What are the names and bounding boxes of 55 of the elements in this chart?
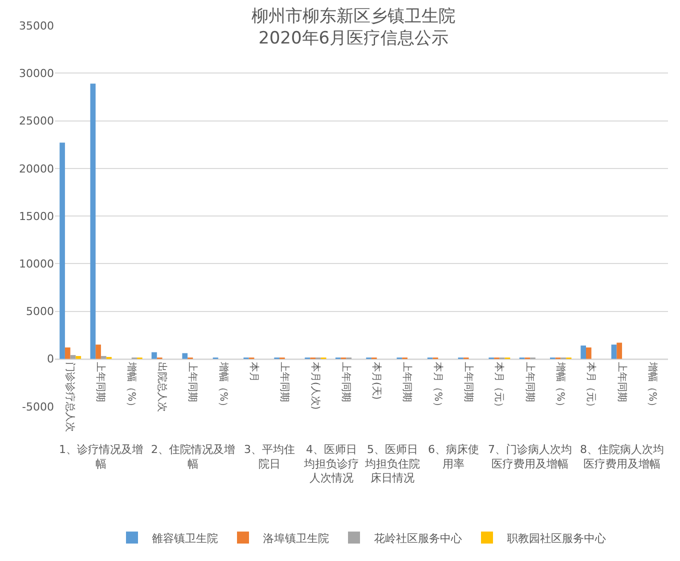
text: 4、医师日均担负诊疗人次情况 — [303, 443, 359, 485]
legend-label: 洛埠镇卫生院 — [263, 532, 329, 545]
bar — [152, 352, 157, 359]
bar — [100, 356, 106, 359]
x-tick-label: 增幅（%） — [217, 360, 230, 412]
bar — [580, 346, 586, 359]
y-tick-label: 0 — [47, 352, 54, 366]
legend-label: 职教园社区服务中心 — [507, 532, 606, 545]
text: 1、诊疗情况及增幅 — [59, 443, 143, 470]
bar — [60, 142, 65, 359]
legend-label: 雒容镇卫生院 — [152, 532, 218, 545]
x-tick-label: 上年同期 — [401, 362, 414, 402]
bar — [70, 355, 76, 359]
x-tick-label: 上年同期 — [524, 362, 536, 402]
x-tick-label: 增幅（%） — [125, 360, 138, 412]
x-tick-label: 上年同期 — [616, 362, 628, 402]
x-tick-label: 本月（元） — [585, 362, 598, 412]
text: 6、病床使用率 — [428, 443, 479, 470]
bar — [76, 356, 82, 359]
x-tick-label: 增幅（%） — [554, 360, 566, 412]
legend-label: 花岭社区服务中心 — [374, 532, 462, 545]
x-tick-label: 本月(人次) — [309, 362, 322, 410]
x-tick-label: 增幅（%） — [646, 360, 658, 412]
x-tick-label: 上年同期 — [186, 362, 199, 402]
text: 8、住院病人次均医疗费用及增幅 — [580, 443, 664, 470]
x-tick-label: 上年同期 — [278, 362, 291, 402]
chart-title: 柳州市柳东新区乡镇卫生院 2020年6月医疗信息公示 — [252, 6, 456, 48]
bar — [64, 347, 70, 359]
y-tick-label: -5000 — [22, 400, 54, 414]
text: 5、医师日均担负住院床日情况 — [364, 443, 420, 485]
y-tick-label: 35000 — [19, 19, 54, 32]
x-tick-label: 本月（%） — [432, 362, 444, 412]
text: 3、平均住院日 — [244, 443, 295, 470]
y-tick-label: 10000 — [19, 257, 54, 270]
y-tick-label: 15000 — [19, 210, 54, 223]
y-tick-label: 30000 — [19, 67, 54, 80]
y-tick-label: 20000 — [19, 162, 54, 176]
x-tick-label: 上年同期 — [94, 362, 107, 402]
bar — [611, 344, 617, 359]
x-tick-label: 出院总人次 — [156, 362, 168, 412]
y-tick-label: 5000 — [26, 305, 54, 318]
bar — [586, 347, 592, 359]
text: 2、住院情况及增幅 — [151, 443, 235, 470]
x-tick-label: 本月 — [248, 362, 260, 382]
x-tick-label: 上年同期 — [462, 362, 475, 402]
y-tick-label: 25000 — [19, 114, 54, 128]
bar — [616, 342, 622, 359]
x-tick-label: 门诊诊疗总人次 — [64, 362, 76, 432]
x-tick-label: 本月(天) — [370, 362, 383, 400]
text: 7、门诊病人次均医疗费用及增幅 — [488, 443, 572, 470]
x-tick-label: 上年同期 — [340, 362, 352, 402]
bar — [96, 344, 101, 359]
bar — [182, 353, 188, 359]
x-tick-label: 本月（元） — [493, 362, 506, 412]
bar — [90, 84, 96, 359]
